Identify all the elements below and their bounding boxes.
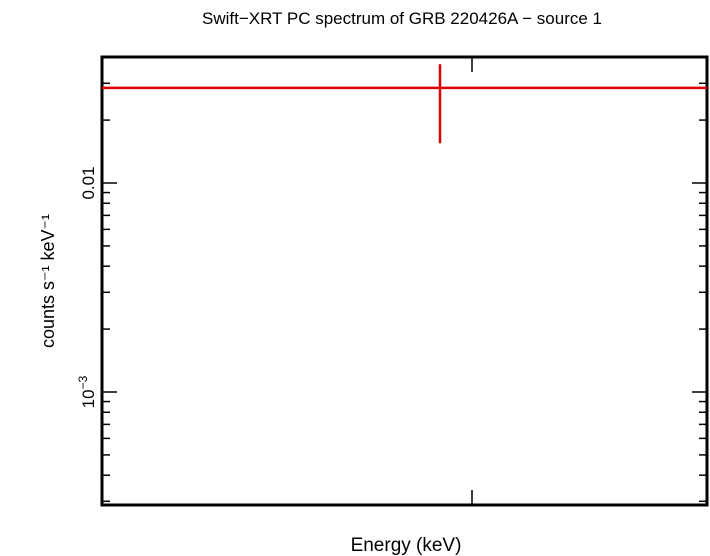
y-minor-ticks — [102, 82, 707, 503]
y-major-ticks — [102, 182, 707, 393]
y-axis-label: counts s⁻¹ keV⁻¹ — [38, 214, 58, 348]
chart-title: Swift−XRT PC spectrum of GRB 220426A − s… — [202, 9, 602, 28]
plot-frame — [100, 55, 709, 507]
x-axis-label: Energy (keV) — [351, 535, 462, 556]
y-tick-label: 10−3 — [76, 375, 98, 408]
data-layer — [102, 64, 707, 144]
y-tick-label: 0.01 — [79, 166, 98, 199]
